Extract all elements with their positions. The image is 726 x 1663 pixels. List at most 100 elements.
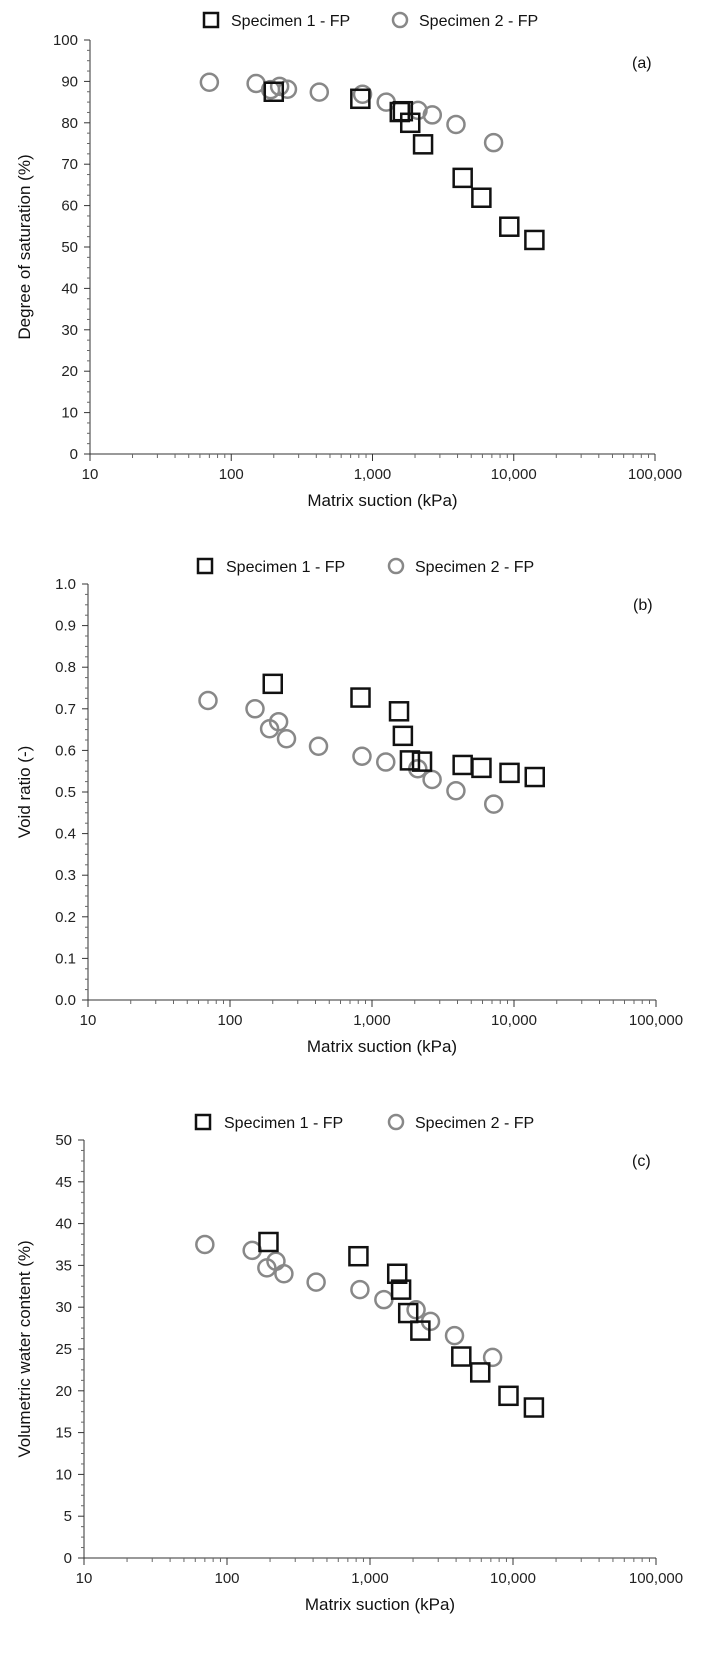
data-point-specimen-2 bbox=[376, 752, 396, 772]
y-tick-label: 0.8 bbox=[55, 659, 76, 676]
x-tick-label: 100 bbox=[219, 466, 244, 483]
y-tick-label: 20 bbox=[61, 363, 78, 380]
legend-circle-marker bbox=[387, 557, 405, 575]
data-point-specimen-2 bbox=[422, 105, 443, 125]
data-point-specimen-1 bbox=[399, 750, 421, 771]
chart-panel-2: 0.0 0.1 0.2 0.3 0.4 0.5 0.6 0.7 0.8 0.9 1.0 10 100 1,… bbox=[15, 557, 683, 1056]
legend-label-specimen-2: Specimen 2 - FP bbox=[419, 13, 538, 30]
data-point-specimen-1 bbox=[392, 725, 414, 747]
y-tick-label: 50 bbox=[61, 239, 78, 256]
legend-circle-marker bbox=[391, 11, 409, 29]
y-tick-label: 0.4 bbox=[55, 826, 76, 843]
data-point-specimen-1 bbox=[392, 100, 414, 122]
data-point-specimen-2 bbox=[350, 1279, 370, 1300]
y-tick-label: 30 bbox=[55, 1299, 72, 1316]
y-tick-label: 1.0 bbox=[55, 576, 76, 593]
data-point-specimen-1 bbox=[397, 1302, 419, 1324]
data-point-specimen-2 bbox=[352, 84, 373, 104]
data-point-specimen-1 bbox=[471, 757, 492, 779]
data-point-specimen-2 bbox=[198, 690, 218, 711]
data-point-specimen-1 bbox=[523, 1397, 545, 1418]
legend-square-marker bbox=[202, 11, 220, 29]
x-tick-label: 10,000 bbox=[490, 1570, 536, 1587]
x-tick-label: 100 bbox=[214, 1570, 239, 1587]
data-point-specimen-1 bbox=[411, 751, 433, 772]
data-point-specimen-1 bbox=[390, 1279, 412, 1300]
data-point-specimen-1 bbox=[258, 1231, 279, 1253]
x-axis-label: Matrix suction (kPa) bbox=[307, 1037, 457, 1056]
legend-label-specimen-1: Specimen 1 - FP bbox=[224, 1115, 343, 1132]
legend-label-specimen-1: Specimen 1 - FP bbox=[231, 13, 350, 30]
data-point-specimen-2 bbox=[309, 82, 330, 102]
y-axis-label: Degree of saturation (%) bbox=[15, 154, 34, 339]
y-tick-label: 80 bbox=[61, 115, 78, 132]
y-tick-label: 0.5 bbox=[55, 784, 76, 801]
legend-label-specimen-2: Specimen 2 - FP bbox=[415, 1115, 534, 1132]
y-tick-label: 35 bbox=[55, 1257, 72, 1274]
x-tick-label: 1,000 bbox=[354, 466, 392, 483]
data-point-specimen-2 bbox=[483, 132, 504, 153]
data-point-specimen-1 bbox=[388, 701, 410, 722]
data-point-specimen-2 bbox=[352, 746, 372, 766]
y-tick-label: 40 bbox=[61, 280, 78, 297]
data-point-specimen-2 bbox=[422, 769, 442, 790]
x-tick-label: 100 bbox=[217, 1012, 242, 1029]
data-point-specimen-1 bbox=[350, 88, 371, 110]
y-tick-label: 0 bbox=[70, 446, 78, 463]
y-tick-label: 0.2 bbox=[55, 909, 76, 926]
x-tick-label: 10,000 bbox=[491, 1012, 537, 1029]
y-tick-label: 0.9 bbox=[55, 618, 76, 635]
data-point-specimen-1 bbox=[350, 687, 371, 708]
data-point-specimen-2 bbox=[242, 1240, 262, 1261]
data-point-specimen-1 bbox=[524, 229, 545, 251]
data-point-specimen-1 bbox=[469, 1362, 491, 1383]
legend-square-marker bbox=[194, 1113, 212, 1131]
data-point-specimen-2 bbox=[446, 114, 466, 135]
x-tick-label: 1,000 bbox=[351, 1570, 389, 1587]
legend-label-specimen-1: Specimen 1 - FP bbox=[226, 559, 345, 576]
x-tick-label: 1,000 bbox=[353, 1012, 391, 1029]
data-point-specimen-1 bbox=[263, 81, 285, 102]
y-tick-label: 45 bbox=[55, 1174, 72, 1191]
y-tick-label: 25 bbox=[55, 1341, 72, 1358]
panel-tag: (a) bbox=[632, 55, 652, 72]
data-point-specimen-1 bbox=[451, 1346, 472, 1367]
data-point-specimen-1 bbox=[386, 1263, 408, 1285]
chart-panel-3: 0 5 10 15 20 25 30 35 40 45 50 10 100 1,000 10,000 100,… bbox=[15, 1113, 683, 1614]
data-point-specimen-2 bbox=[374, 1289, 394, 1310]
data-point-specimen-1 bbox=[348, 1245, 369, 1267]
data-point-specimen-2 bbox=[195, 1234, 215, 1255]
y-tick-label: 0.3 bbox=[55, 867, 76, 884]
data-point-specimen-2 bbox=[446, 781, 466, 801]
data-point-specimen-2 bbox=[276, 729, 297, 749]
data-point-specimen-1 bbox=[412, 134, 434, 155]
y-tick-label: 30 bbox=[61, 322, 78, 339]
y-tick-label: 0.1 bbox=[55, 950, 76, 967]
y-tick-label: 40 bbox=[55, 1216, 72, 1233]
data-point-specimen-1 bbox=[262, 673, 283, 695]
x-axis-label: Matrix suction (kPa) bbox=[305, 1595, 455, 1614]
data-point-specimen-2 bbox=[245, 699, 265, 719]
x-tick-label: 100,000 bbox=[629, 1012, 683, 1029]
data-point-specimen-2 bbox=[274, 1264, 294, 1284]
data-point-specimen-1 bbox=[524, 766, 546, 788]
legend-label-specimen-2: Specimen 2 - FP bbox=[415, 559, 534, 576]
data-point-specimen-1 bbox=[410, 1320, 431, 1341]
x-tick-label: 10 bbox=[80, 1012, 97, 1029]
data-point-specimen-2 bbox=[483, 794, 504, 814]
x-tick-label: 100,000 bbox=[628, 466, 682, 483]
x-tick-label: 100,000 bbox=[629, 1570, 683, 1587]
data-point-specimen-2 bbox=[482, 1347, 503, 1368]
data-point-specimen-1 bbox=[499, 762, 520, 784]
y-tick-label: 0.0 bbox=[55, 992, 76, 1009]
y-tick-label: 20 bbox=[55, 1383, 72, 1400]
data-point-specimen-1 bbox=[498, 1385, 519, 1407]
y-tick-label: 5 bbox=[64, 1508, 72, 1525]
y-tick-label: 70 bbox=[61, 156, 78, 173]
x-tick-label: 10 bbox=[76, 1570, 93, 1587]
y-tick-label: 0 bbox=[64, 1550, 72, 1567]
data-point-specimen-1 bbox=[452, 754, 473, 776]
y-tick-label: 0.6 bbox=[55, 742, 76, 759]
